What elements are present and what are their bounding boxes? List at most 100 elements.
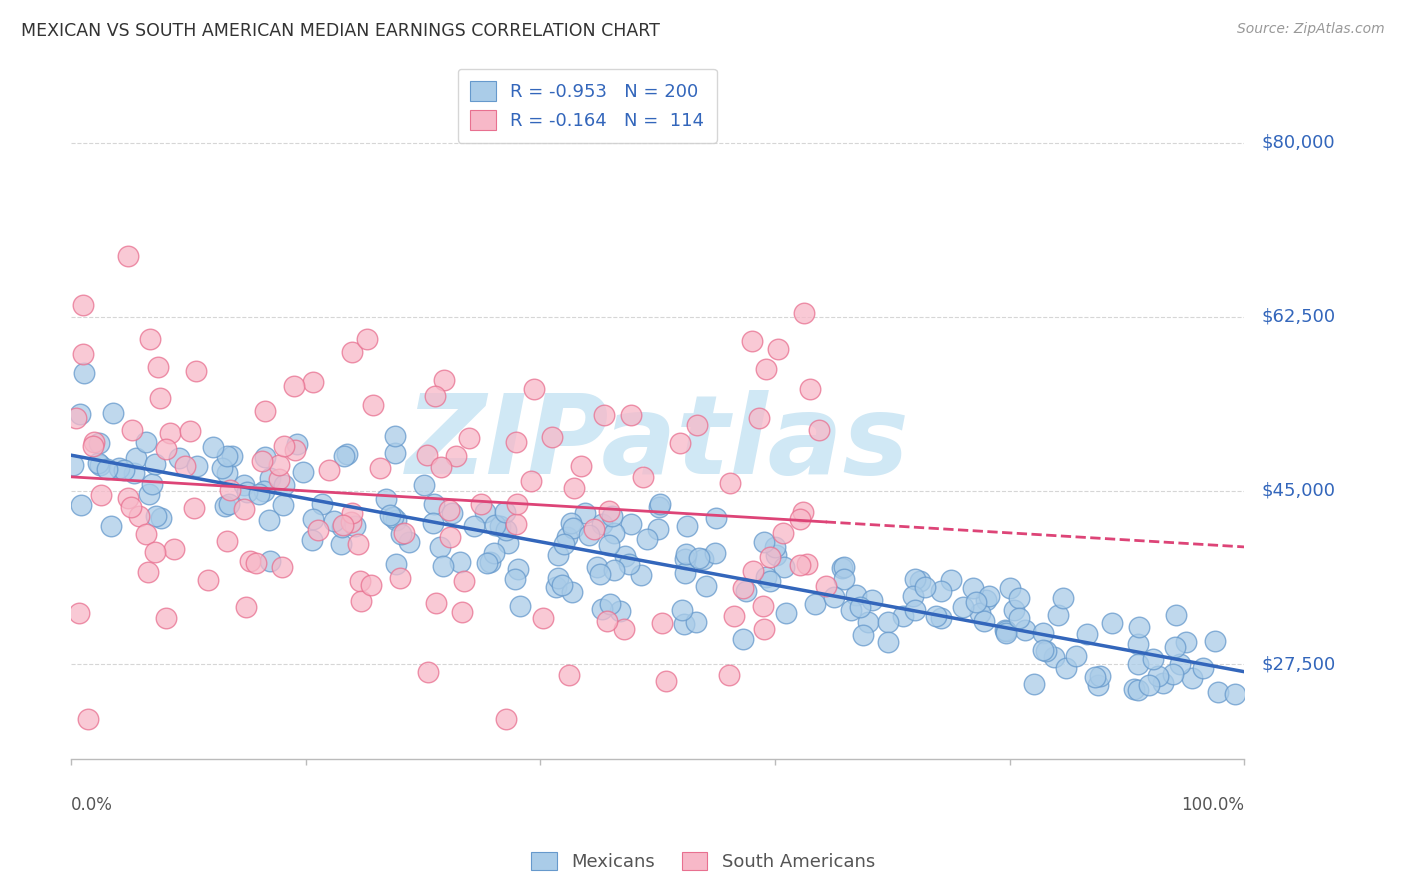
Point: [748, 411, 770, 425]
Point: [675, 519, 697, 533]
Point: [555, 530, 578, 544]
Point: [1153, 675, 1175, 690]
Point: [734, 584, 756, 599]
Point: [273, 478, 295, 492]
Point: [793, 306, 815, 320]
Point: [437, 503, 460, 517]
Point: [458, 431, 481, 445]
Point: [763, 540, 786, 554]
Point: [741, 334, 763, 348]
Point: [904, 603, 927, 617]
Point: [259, 471, 281, 485]
Point: [72, 347, 94, 361]
Point: [135, 526, 157, 541]
Point: [83, 435, 105, 450]
Point: [755, 570, 778, 584]
Point: [891, 609, 914, 624]
Point: [630, 568, 652, 582]
Point: [908, 574, 931, 588]
Point: [1163, 640, 1185, 655]
Point: [547, 571, 569, 585]
Point: [752, 534, 775, 549]
Point: [432, 559, 454, 574]
Point: [273, 439, 295, 453]
Point: [340, 345, 363, 359]
Point: [752, 599, 775, 613]
Point: [112, 463, 135, 477]
Point: [523, 382, 546, 396]
Point: [416, 665, 439, 680]
Point: [349, 574, 371, 589]
Point: [146, 360, 169, 375]
Point: [925, 609, 948, 624]
Point: [901, 589, 924, 603]
Point: [808, 424, 831, 438]
Point: [96, 462, 118, 476]
Point: [860, 593, 883, 607]
Point: [969, 606, 991, 620]
Point: [360, 578, 382, 592]
Point: [128, 508, 150, 523]
Point: [174, 458, 197, 473]
Point: [253, 483, 276, 498]
Point: [650, 616, 672, 631]
Point: [688, 551, 710, 566]
Point: [619, 558, 641, 572]
Point: [307, 524, 329, 538]
Point: [87, 456, 110, 470]
Point: [804, 598, 827, 612]
Point: [135, 434, 157, 449]
Point: [62, 458, 84, 473]
Point: [65, 411, 87, 425]
Point: [155, 611, 177, 625]
Point: [254, 450, 277, 464]
Point: [561, 584, 583, 599]
Point: [253, 404, 276, 418]
Point: [343, 518, 366, 533]
Point: [831, 561, 853, 575]
Legend: Mexicans, South Americans: Mexicans, South Americans: [524, 845, 882, 879]
Point: [569, 458, 592, 473]
Point: [149, 511, 172, 525]
Point: [1181, 671, 1204, 685]
Point: [509, 599, 531, 613]
Point: [1052, 591, 1074, 606]
Point: [169, 450, 191, 465]
Point: [531, 611, 554, 625]
Point: [259, 554, 281, 568]
Point: [330, 519, 353, 533]
Point: [685, 615, 707, 630]
Point: [100, 519, 122, 533]
Point: [388, 571, 411, 585]
Point: [1087, 677, 1109, 691]
Point: [145, 508, 167, 523]
Point: [1076, 627, 1098, 641]
Point: [1225, 686, 1247, 700]
Point: [450, 606, 472, 620]
Point: [139, 332, 162, 346]
Point: [444, 449, 467, 463]
Point: [759, 549, 782, 564]
Point: [741, 565, 763, 579]
Point: [755, 361, 778, 376]
Point: [125, 451, 148, 466]
Point: [723, 608, 745, 623]
Point: [620, 516, 643, 531]
Point: [544, 580, 567, 594]
Point: [1147, 669, 1170, 683]
Point: [475, 556, 498, 570]
Point: [941, 573, 963, 587]
Point: [247, 487, 270, 501]
Point: [76, 712, 98, 726]
Point: [271, 498, 294, 512]
Point: [673, 551, 696, 566]
Point: [547, 548, 569, 562]
Text: $62,500: $62,500: [1261, 308, 1336, 326]
Point: [1008, 611, 1031, 625]
Point: [789, 512, 811, 526]
Point: [929, 583, 952, 598]
Text: 100.0%: 100.0%: [1181, 797, 1244, 814]
Point: [453, 574, 475, 588]
Text: $80,000: $80,000: [1261, 134, 1336, 152]
Point: [977, 589, 1000, 603]
